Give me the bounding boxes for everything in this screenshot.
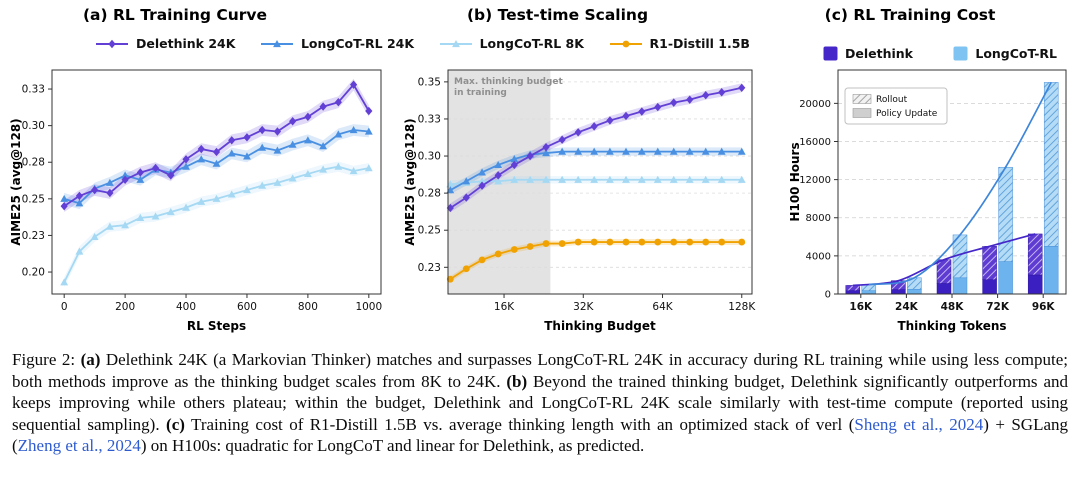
svg-text:Policy Update: Policy Update [876,109,938,119]
legend-item-delethink-24k: Delethink 24K [95,36,235,51]
rl-training-cost-chart: 16K 24K 48K 72K 96K 0 4000 8000 12000 16000 20000 T… [788,69,1067,333]
legend-item-r1-distill-1-5b: R1-Distill 1.5B [609,36,750,51]
legend-item-longcot-rl-24k: LongCoT-RL 24K [260,36,414,51]
legend-label: LongCoT-RL [975,46,1057,61]
panel-b-title: (b) Test-time Scaling [466,6,649,24]
svg-text:0.28: 0.28 [418,188,441,200]
panel-c-title: (c) RL Training Cost [824,6,996,24]
svg-text:0.35: 0.35 [418,76,441,88]
figure-caption: Figure 2: (a) Delethink 24K (a Markovian… [0,344,1080,457]
test-time-scaling-chart: Max. thinking budget in training 16K 32K 64K… [403,69,756,333]
legend-item-delethink: Delethink [823,46,913,61]
legend-label: LongCoT-RL 24K [300,36,415,51]
svg-text:0.30: 0.30 [22,120,45,132]
legend-label: R1-Distill 1.5B [649,36,750,51]
svg-text:0: 0 [61,301,68,313]
caption-text: Beyond the trained thinking budget, Dele… [12,371,1068,434]
caption-panel-marker: (c) [166,414,185,434]
svg-text:0.23: 0.23 [418,262,441,274]
legend-item-longcot-rl: LongCoT-RL [953,46,1057,61]
svg-text:48K: 48K [941,301,965,313]
figure-2: (a) RL Training Curve (b) Test-time Scal… [9,6,1067,333]
svg-text:0.25: 0.25 [418,225,441,237]
panel-a-title: (a) RL Training Curve [82,6,268,24]
caption-text: ) + SGLang ( [12,414,1069,456]
color-swatch-icon [823,46,838,61]
rl-training-curve-chart: 0 200 400 600 800 1000 0.20 0.23 0.25 0.28 0.30 0.3… [9,69,382,333]
svg-text:AIME25 (avg@128): AIME25 (avg@128) [403,118,417,245]
legend-label: Delethink 24K [136,36,236,51]
svg-text:4000: 4000 [806,251,831,262]
svg-text:32K: 32K [573,301,594,313]
svg-text:0.20: 0.20 [22,267,45,279]
svg-text:16K: 16K [849,301,873,313]
svg-text:96K: 96K [1032,301,1056,313]
svg-text:16K: 16K [494,301,515,313]
svg-text:Thinking Budget: Thinking Budget [544,319,656,333]
citation-link[interactable]: Zheng et al., 2024 [17,436,141,456]
cost-chart-legend: Delethink LongCoT-RL [815,46,1065,61]
caption-panel-marker: (a) [80,350,101,369]
svg-text:128K: 128K [728,301,756,313]
svg-text:1000: 1000 [355,301,382,313]
svg-text:RL Steps: RL Steps [187,319,246,333]
caption-text: Training cost of R1-Distill 1.5B vs. ave… [184,414,855,434]
legend-label: Delethink [845,46,913,61]
citation-link[interactable]: Sheng et al., 2024 [854,414,984,434]
triangle-icon [260,39,293,47]
shared-legend: Delethink 24K LongCoT-RL 24K LongCoT-RL 8K… [95,36,750,51]
caption-panel-marker: (b) [506,371,528,391]
svg-text:Rollout: Rollout [876,95,908,105]
legend-label: LongCoT-RL 8K [479,36,584,51]
svg-text:12000: 12000 [799,175,831,186]
svg-text:H100 Hours: H100 Hours [788,142,802,221]
svg-text:200: 200 [115,301,135,313]
caption-text: Delethink 24K (a Markovian Thinker) matc… [12,350,1068,391]
svg-text:16000: 16000 [799,137,831,148]
svg-text:8000: 8000 [806,213,831,224]
svg-text:0.33: 0.33 [22,84,45,96]
color-swatch-icon [953,46,968,61]
diamond-icon [96,39,128,48]
svg-text:0: 0 [825,290,831,301]
circle-icon [609,40,642,47]
svg-text:72K: 72K [986,301,1010,313]
svg-text:0.33: 0.33 [418,113,441,125]
legend-item-longcot-rl-8k: LongCoT-RL 8K [439,36,584,51]
svg-text:AIME25 (avg@128): AIME25 (avg@128) [9,118,23,245]
triangle-icon [439,39,472,47]
svg-text:400: 400 [176,301,196,313]
svg-text:0.25: 0.25 [22,193,45,205]
svg-text:600: 600 [237,301,257,313]
svg-text:Thinking Tokens: Thinking Tokens [897,319,1006,333]
svg-text:20000: 20000 [799,99,831,110]
svg-text:24K: 24K [895,301,919,313]
caption-text: ) on H100s: quadratic for LongCoT and li… [140,436,645,456]
svg-text:0.28: 0.28 [22,157,45,169]
svg-text:64K: 64K [652,301,673,313]
svg-text:0.30: 0.30 [418,151,441,163]
svg-text:800: 800 [298,301,318,313]
caption-text: Figure 2: [12,350,81,369]
svg-text:0.23: 0.23 [22,230,45,242]
